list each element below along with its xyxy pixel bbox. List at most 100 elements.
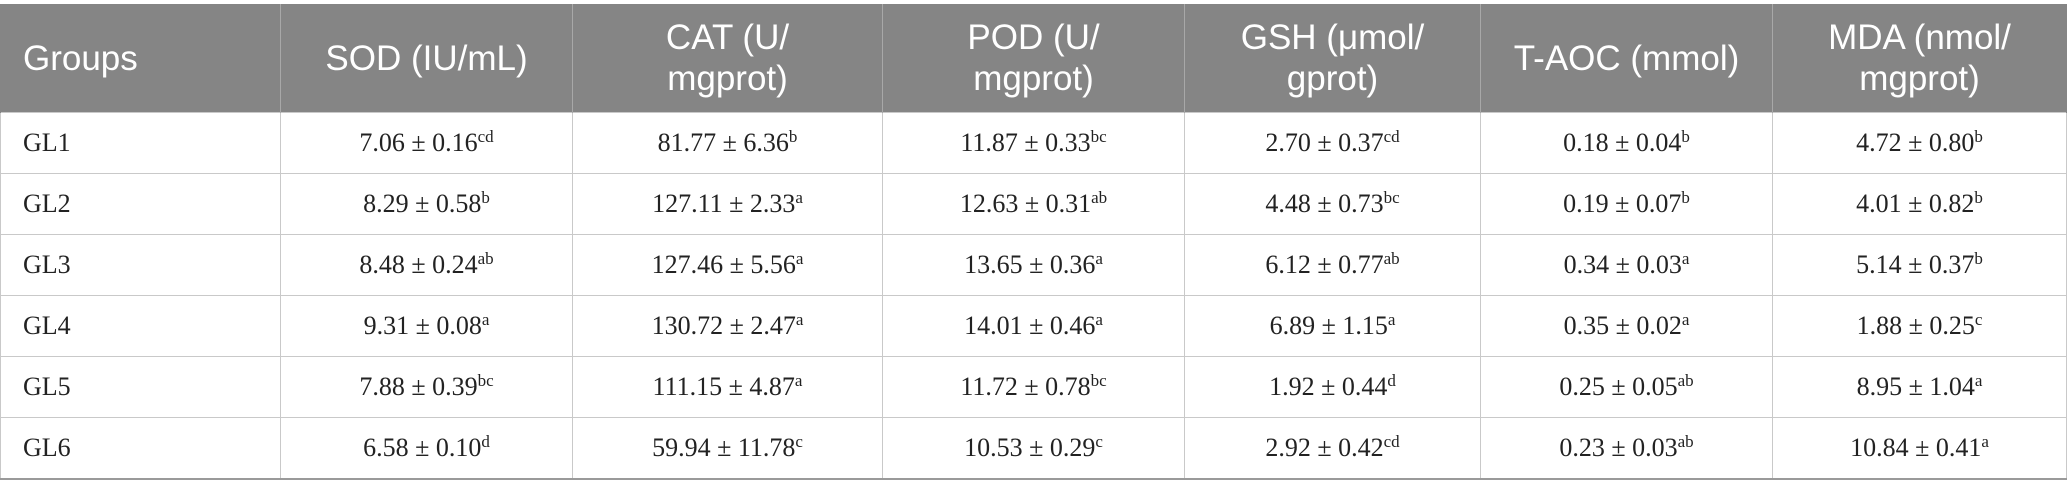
significance-letter: bc (1090, 127, 1107, 146)
value-cell-cat: 81.77 ± 6.36b (572, 112, 883, 174)
group-label-cell: GL5 (0, 356, 281, 418)
mean-sd-value: 59.94 ± 11.78 (652, 433, 796, 462)
significance-letter: a (795, 249, 804, 268)
mean-sd-value: 2.92 ± 0.42 (1265, 433, 1384, 462)
column-header-text: mgprot) (1859, 59, 1980, 98)
value-cell-gsh: 1.92 ± 0.44d (1184, 356, 1481, 418)
mean-sd-value: 4.72 ± 0.80 (1856, 128, 1975, 157)
value-cell-t-aoc: 0.25 ± 0.05ab (1480, 356, 1773, 418)
significance-letter: a (794, 371, 803, 390)
column-header-text: CAT (U/ (665, 18, 790, 57)
mean-sd-value: 111.15 ± 4.87 (652, 372, 795, 401)
group-label-cell: GL2 (0, 173, 281, 235)
significance-letter: bc (1383, 188, 1400, 207)
mean-sd-value: 127.11 ± 2.33 (652, 189, 796, 218)
mean-sd-value: 2.70 ± 0.37 (1265, 128, 1384, 157)
significance-letter: a (1974, 371, 1983, 390)
column-header-text: mgprot) (973, 59, 1094, 98)
value-cell-sod: 7.06 ± 0.16cd (280, 112, 573, 174)
value-cell-t-aoc: 0.19 ± 0.07b (1480, 173, 1773, 235)
mean-sd-value: 4.01 ± 0.82 (1856, 189, 1975, 218)
value-cell-mda: 1.88 ± 0.25c (1772, 295, 2067, 357)
significance-letter: cd (1383, 127, 1400, 146)
mean-sd-value: 0.25 ± 0.05 (1559, 372, 1678, 401)
value-cell-mda: 10.84 ± 0.41a (1772, 417, 2067, 480)
value-cell-gsh: 4.48 ± 0.73bc (1184, 173, 1481, 235)
mean-sd-value: 130.72 ± 2.47 (651, 311, 796, 340)
mean-sd-value: 4.48 ± 0.73 (1265, 189, 1384, 218)
column-header-pod: POD (U/mgprot) (882, 4, 1185, 113)
significance-letter: b (788, 127, 798, 146)
column-header-cat: CAT (U/mgprot) (572, 4, 883, 113)
mean-sd-value: 0.23 ± 0.03 (1559, 433, 1678, 462)
value-cell-mda: 5.14 ± 0.37b (1772, 234, 2067, 296)
table-header: Groups SOD (IU/mL) CAT (U/mgprot) POD (U/mg… (0, 4, 2067, 113)
significance-letter: a (1387, 310, 1396, 329)
column-header-groups: Groups (0, 4, 281, 113)
significance-letter: a (1681, 310, 1690, 329)
mean-sd-value: 14.01 ± 0.46 (964, 311, 1096, 340)
value-cell-pod: 14.01 ± 0.46a (882, 295, 1185, 357)
column-header-sod: SOD (IU/mL) (280, 4, 573, 113)
value-cell-cat: 111.15 ± 4.87a (572, 356, 883, 418)
significance-letter: b (1974, 127, 1983, 146)
significance-letter: ab (477, 249, 494, 268)
column-header-text: mgprot) (667, 59, 788, 98)
value-cell-mda: 4.01 ± 0.82b (1772, 173, 2067, 235)
value-cell-cat: 59.94 ± 11.78c (572, 417, 883, 480)
significance-letter: a (795, 188, 803, 207)
antioxidant-results-table: Groups SOD (IU/mL) CAT (U/mgprot) POD (U/mg… (0, 4, 2067, 480)
significance-letter: a (1095, 249, 1103, 268)
mean-sd-value: 8.29 ± 0.58 (363, 189, 482, 218)
mean-sd-value: 5.14 ± 0.37 (1856, 250, 1975, 279)
mean-sd-value: 0.35 ± 0.02 (1563, 311, 1682, 340)
value-cell-t-aoc: 0.35 ± 0.02a (1480, 295, 1773, 357)
column-header-text: gprot) (1286, 59, 1379, 98)
table-row: GL6 6.58 ± 0.10d 59.94 ± 11.78c 10.53 ± 0.2… (0, 417, 2067, 480)
significance-letter: b (481, 188, 490, 207)
table-row: GL3 8.48 ± 0.24ab 127.46 ± 5.56a 13.65 ± 0.… (0, 234, 2067, 296)
mean-sd-value: 11.72 ± 0.78 (960, 372, 1091, 401)
data-table-container: Groups SOD (IU/mL) CAT (U/mgprot) POD (U/mg… (0, 4, 2067, 480)
value-cell-sod: 7.88 ± 0.39bc (280, 356, 573, 418)
column-header-t-aoc: T-AOC (mmol) (1480, 4, 1773, 113)
significance-letter: d (1387, 371, 1396, 390)
significance-letter: a (795, 310, 804, 329)
group-label-cell: GL4 (0, 295, 281, 357)
significance-letter: bc (477, 371, 494, 390)
column-header-gsh: GSH (μmol/gprot) (1184, 4, 1481, 113)
value-cell-t-aoc: 0.18 ± 0.04b (1480, 112, 1773, 174)
value-cell-pod: 12.63 ± 0.31ab (882, 173, 1185, 235)
significance-letter: d (481, 432, 490, 451)
mean-sd-value: 7.06 ± 0.16 (359, 128, 478, 157)
mean-sd-value: 6.12 ± 0.77 (1265, 250, 1384, 279)
mean-sd-value: 12.63 ± 0.31 (959, 189, 1092, 218)
significance-letter: ab (1677, 432, 1694, 451)
significance-letter: a (1681, 249, 1690, 268)
value-cell-mda: 4.72 ± 0.80b (1772, 112, 2067, 174)
mean-sd-value: 10.84 ± 0.41 (1850, 433, 1982, 462)
mean-sd-value: 0.18 ± 0.04 (1563, 128, 1682, 157)
value-cell-pod: 11.72 ± 0.78bc (882, 356, 1185, 418)
mean-sd-value: 127.46 ± 5.56 (651, 250, 796, 279)
significance-letter: ab (1383, 249, 1400, 268)
column-header-text: GSH (μmol/ (1240, 18, 1425, 57)
mean-sd-value: 7.88 ± 0.39 (359, 372, 478, 401)
column-header-text: POD (U/ (967, 18, 1100, 57)
value-cell-gsh: 6.12 ± 0.77ab (1184, 234, 1481, 296)
significance-letter: b (1681, 127, 1690, 146)
value-cell-cat: 127.11 ± 2.33a (572, 173, 883, 235)
mean-sd-value: 0.19 ± 0.07 (1563, 189, 1682, 218)
value-cell-cat: 130.72 ± 2.47a (572, 295, 883, 357)
significance-letter: ab (1091, 188, 1108, 207)
value-cell-pod: 10.53 ± 0.29c (882, 417, 1185, 480)
mean-sd-value: 9.31 ± 0.08 (363, 311, 482, 340)
mean-sd-value: 10.53 ± 0.29 (964, 433, 1096, 462)
significance-letter: b (1974, 188, 1983, 207)
mean-sd-value: 1.88 ± 0.25 (1856, 311, 1975, 340)
column-header-text: MDA (nmol/ (1828, 18, 2011, 57)
column-header-text: SOD (IU/mL) (325, 38, 528, 78)
value-cell-sod: 8.29 ± 0.58b (280, 173, 573, 235)
column-header-text: Groups (23, 38, 138, 78)
mean-sd-value: 6.58 ± 0.10 (363, 433, 482, 462)
